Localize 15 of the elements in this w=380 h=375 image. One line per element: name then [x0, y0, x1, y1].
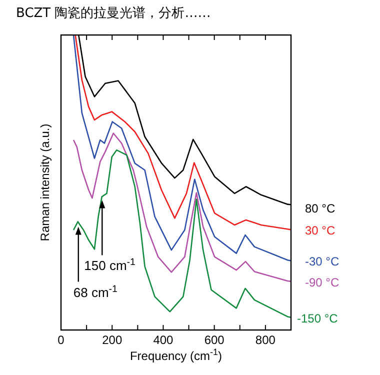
series-label: 80 °C [305, 202, 336, 216]
series-label: 30 °C [305, 224, 336, 238]
y-axis-title: Raman intensity (a.u.) [38, 124, 52, 242]
series-label: -150 °C [297, 311, 338, 326]
x-tick-label: 600 [204, 333, 225, 347]
annotation: 150 cm$^{-1}$ [84, 256, 136, 274]
series-label: -90 °C [305, 275, 340, 290]
x-tick-label: 200 [102, 333, 122, 347]
x-tick-label: 400 [153, 333, 174, 347]
x-tick-label: 0 [58, 333, 65, 347]
chart-title: BCZT 陶瓷的拉曼光谱，分析…… [16, 6, 211, 21]
x-axis-title: Frequency (cm$^{-1}$) [130, 347, 222, 363]
series-label: -30 °C [305, 254, 340, 269]
x-tick-label: 800 [255, 333, 276, 347]
annotation: 68 cm$^{-1}$ [73, 283, 118, 300]
